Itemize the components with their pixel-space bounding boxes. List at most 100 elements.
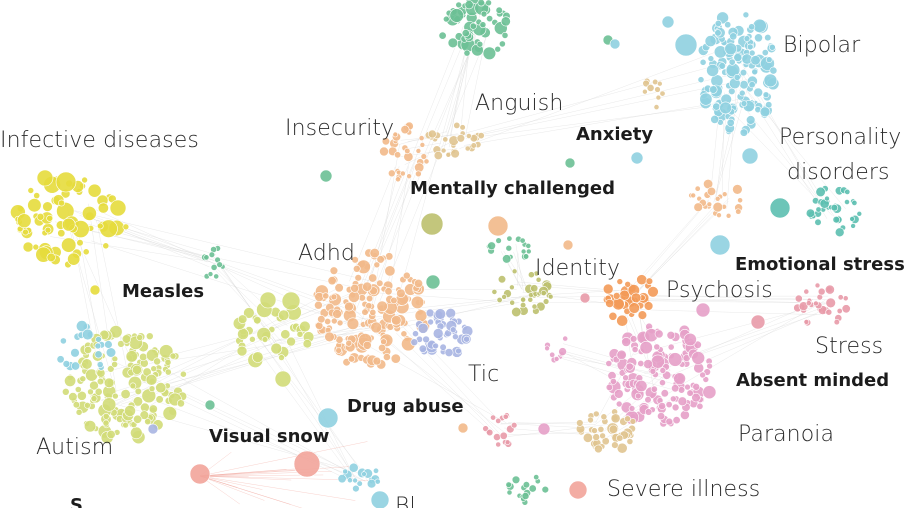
cluster-adhd-node [382, 353, 391, 361]
cluster-teal-top-node [449, 8, 464, 23]
cluster-adhd-node [385, 252, 394, 261]
cluster-teal-top-node [442, 15, 450, 23]
cluster-paranoia-node [684, 383, 691, 391]
cluster-infective-node [82, 248, 90, 256]
edge [199, 475, 263, 490]
edge [635, 201, 729, 293]
cluster-anguish-node [445, 152, 452, 158]
cluster-infective-node [97, 222, 104, 230]
cluster-autism-node [111, 360, 118, 368]
cluster-green-mid-node [280, 329, 291, 340]
cluster-teal-top-node [498, 40, 506, 48]
cluster-autism-node [130, 426, 143, 440]
cluster-bottom-green-node [511, 475, 521, 484]
cluster-paranoia-node [665, 401, 673, 409]
cluster-pers-peach-node [712, 201, 723, 213]
edge [459, 47, 728, 149]
cluster-stress-node [842, 295, 849, 302]
cluster-psychosis-node [612, 297, 625, 311]
cluster-adhd-node [391, 315, 402, 326]
cluster-identity-node [509, 299, 516, 306]
cluster-lavender-node [427, 318, 434, 326]
cluster-lavender-node [432, 328, 444, 339]
cluster-bottom-green-node [506, 489, 513, 496]
cluster-bottom-green-node [533, 474, 540, 481]
cluster-pink-mid-node [558, 347, 567, 356]
cluster-label-identity: Identity [535, 256, 621, 281]
edge [269, 291, 361, 328]
cluster-teal-top-node [477, 0, 485, 7]
cluster-insecurity-node [399, 170, 406, 177]
cluster-adhd-node [370, 321, 383, 334]
cluster-adhd-node [372, 356, 382, 366]
cluster-autism-node [144, 418, 152, 426]
cluster-adhd-node [330, 293, 338, 301]
cluster-bipolar-node [769, 66, 778, 75]
cluster-identity-node [520, 296, 526, 303]
cluster-mental-green-node [525, 242, 532, 249]
cluster-bottom-blue-node [372, 467, 379, 474]
cluster-teal-top-node [461, 29, 470, 38]
cluster-bipolar-node [764, 33, 772, 42]
cluster-autism-node [153, 357, 161, 366]
cluster-personality-node [815, 186, 826, 197]
edge [726, 68, 739, 209]
cluster-bottom-blue-node [366, 479, 377, 489]
cluster-autism-node [145, 373, 158, 386]
cluster-adhd-node [376, 300, 388, 312]
cluster-autism-node [179, 370, 187, 378]
cluster-tan-bottom-node [610, 413, 621, 424]
cluster-green-mid-node [243, 307, 255, 319]
cluster-adhd-node [378, 343, 387, 352]
cluster-bipolar-node [761, 49, 769, 57]
edge [213, 265, 290, 339]
cluster-label-anxiety: Anxiety [576, 124, 654, 145]
cluster-bipolar-node [704, 35, 717, 47]
cluster-bipolar-node [699, 58, 707, 66]
cluster-rose-mid-node [495, 441, 502, 448]
cluster-adhd-node [365, 302, 373, 310]
cluster-psychosis-node [616, 278, 624, 285]
cluster-autism-node [101, 397, 117, 412]
cluster-bipolar-node [743, 35, 751, 42]
cluster-identity-node [547, 293, 554, 300]
edge [199, 466, 350, 477]
cluster-paranoia-node [659, 367, 667, 374]
node [568, 480, 588, 500]
cluster-infective-node [42, 201, 53, 212]
cluster-paranoia-node [706, 362, 713, 370]
cluster-stress-node [825, 297, 836, 309]
cluster-paranoia-node [615, 400, 623, 408]
cluster-personality-node [832, 216, 840, 224]
cluster-lavender-node [452, 333, 459, 341]
cluster-stress-node [837, 294, 844, 301]
cluster-paranoia-node [702, 385, 717, 400]
node [709, 234, 731, 256]
cluster-anguish-node [427, 129, 437, 139]
cluster-label-mentally-challenged: Mentally challenged [410, 178, 615, 199]
edge [628, 309, 821, 316]
cluster-autism-node [94, 387, 103, 396]
cluster-anguish-node [477, 132, 485, 140]
cluster-autism-blue-node [56, 355, 65, 364]
cluster-autism-blue-node [70, 348, 80, 358]
cluster-label-autism: Autism [36, 435, 114, 460]
cluster-infective-node [44, 226, 52, 234]
edge [390, 295, 535, 312]
node [204, 399, 216, 411]
cluster-label-psychosis: Psychosis [666, 278, 773, 303]
cluster-rose-mid-node [499, 431, 508, 440]
cluster-psychosis-node [624, 280, 632, 288]
node [457, 422, 469, 434]
edge [390, 306, 503, 424]
cluster-bipolar-node [739, 68, 748, 77]
node [420, 212, 444, 236]
cluster-paranoia-node [621, 336, 632, 347]
cluster-bipolar-node [706, 64, 719, 77]
cluster-pink-mid-node [549, 351, 556, 358]
edge [386, 295, 530, 332]
cluster-rose-mid-node [511, 422, 518, 429]
cluster-infective-node [97, 202, 109, 214]
cluster-pers-peach-node [693, 202, 703, 212]
edge [562, 350, 670, 380]
